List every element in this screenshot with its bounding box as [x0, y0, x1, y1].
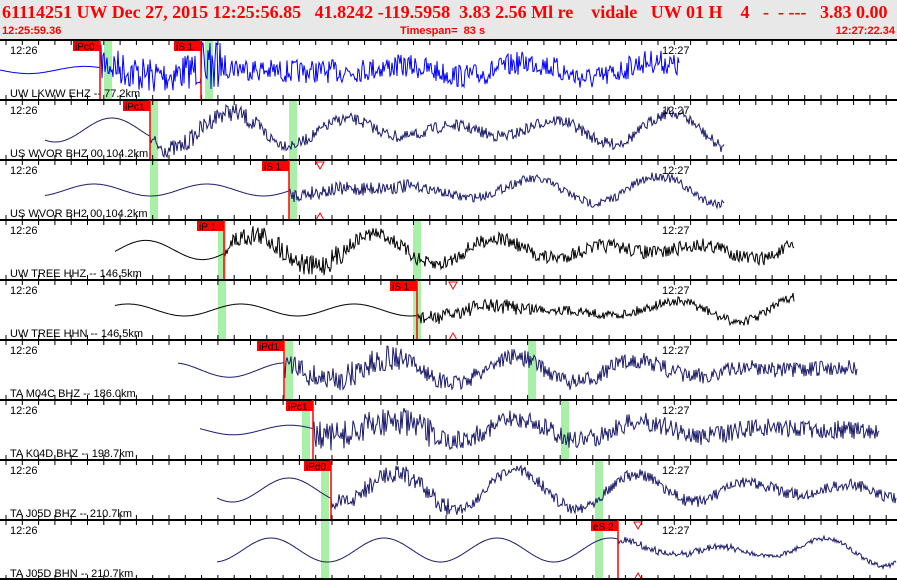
pick-label: eS 2	[593, 522, 614, 533]
waveform-trace	[0, 42, 680, 92]
pick-window	[150, 160, 158, 220]
pick-window	[289, 160, 297, 220]
channel-panel[interactable]: 12:26 12:27 US WVOR BHZ 00 104.2km iPc1	[0, 99, 897, 160]
minute-label: 12:27	[662, 285, 690, 297]
amplitude-marker-icon	[315, 211, 325, 221]
minute-label: 12:27	[662, 405, 690, 417]
minute-label: 12:27	[662, 45, 690, 57]
pick-window	[302, 400, 310, 460]
pick-label: iPd0	[306, 462, 326, 473]
minute-label: 12:27	[662, 465, 690, 477]
channel-label: UW TREE HHN -- 146.5km	[10, 328, 143, 340]
minute-label: 12:26	[10, 405, 38, 417]
waveform-trace	[114, 292, 795, 326]
event-header: 61114251 UW Dec 27, 2015 12:25:56.85 41.…	[0, 0, 897, 40]
amplitude-marker-icon	[315, 161, 325, 171]
pick-label: iPc1	[125, 102, 145, 113]
amplitude-marker-icon	[448, 281, 458, 291]
pick-label: iS 1	[392, 282, 410, 293]
minute-label: 12:27	[662, 225, 690, 237]
amplitude-marker-icon	[448, 331, 458, 341]
pick-window	[321, 520, 329, 580]
channel-panel[interactable]: 12:26 12:27 UW TREE HHZ -- 146.5km iP 1	[0, 219, 897, 280]
channel-label: US WVOR BHZ 00 104.2km	[10, 148, 148, 160]
waveform-trace	[114, 226, 795, 276]
timespan: Timespan= 83 s	[400, 25, 486, 37]
amplitude-marker-icon	[633, 521, 643, 531]
phase-pick[interactable]: iP 1	[197, 220, 225, 280]
waveform-trace	[216, 534, 897, 570]
phase-pick[interactable]: iS 1	[174, 40, 202, 100]
minute-label: 12:27	[662, 525, 690, 537]
channel-label: US WVOR BH2 00 104.2km	[10, 208, 148, 220]
pick-window	[561, 400, 569, 460]
phase-pick[interactable]: iPd1	[257, 340, 285, 400]
waveform-trace	[216, 464, 897, 516]
phase-pick[interactable]: iS 1	[262, 160, 290, 220]
channel-label: UW TREE HHZ -- 146.5km	[10, 268, 142, 280]
minute-label: 12:27	[662, 165, 690, 177]
phase-pick[interactable]: iPc1	[286, 400, 314, 460]
minute-label: 12:26	[10, 45, 38, 57]
pick-window	[528, 340, 536, 400]
channel-label: TA J05D BHZ -- 210.7km	[10, 508, 132, 520]
phase-pick[interactable]: iPd0	[304, 460, 332, 520]
channel-panel[interactable]: 12:26 12:27 TA K04D BHZ -- 198.7km iPc1	[0, 399, 897, 460]
event-summary: 61114251 UW Dec 27, 2015 12:25:56.85 41.…	[2, 2, 888, 22]
pick-label: iPc0	[75, 42, 95, 53]
waveform-trace	[44, 104, 725, 159]
pick-window	[218, 220, 226, 280]
minute-label: 12:26	[10, 105, 38, 117]
pick-window	[150, 100, 158, 160]
channel-label: UW LKWW EHZ -- 77.2km	[10, 88, 140, 100]
minute-label: 12:26	[10, 345, 38, 357]
pick-label: iPc1	[288, 402, 308, 413]
minute-label: 12:27	[662, 105, 690, 117]
pick-label: iS 1	[176, 42, 194, 53]
waveform-trace	[44, 172, 725, 210]
phase-pick[interactable]: iS 1	[390, 280, 418, 340]
channel-label: TA M04C BHZ -- 186.0km	[10, 388, 136, 400]
pick-window	[289, 100, 297, 160]
amplitude-marker-icon	[633, 571, 643, 580]
minute-label: 12:26	[10, 465, 38, 477]
channel-panel[interactable]: 12:26 12:27 UW TREE HHN -- 146.5km iS 1	[0, 279, 897, 341]
minute-label: 12:27	[662, 345, 690, 357]
pick-label: iP 1	[199, 222, 216, 233]
minute-label: 12:26	[10, 165, 38, 177]
end-time: 12:27:22.34	[835, 25, 895, 37]
phase-pick[interactable]: iPc0	[73, 40, 101, 100]
start-time: 12:25:59.36	[2, 25, 62, 37]
channel-panel[interactable]: 12:26 12:27 TA J05D BHN -- 210.7km eS 2	[0, 519, 897, 580]
waveform-trace	[177, 345, 858, 391]
minute-label: 12:26	[10, 225, 38, 237]
channel-label: TA J05D BHN -- 210.7km	[10, 568, 133, 580]
pick-window	[413, 220, 421, 280]
pick-label: iS 1	[264, 162, 282, 173]
channel-panel[interactable]: 12:26 12:27 TA J05D BHZ -- 210.7km iPd0	[0, 459, 897, 520]
minute-label: 12:26	[10, 525, 38, 537]
pick-window	[285, 340, 293, 400]
pick-window	[595, 460, 603, 520]
pick-window	[595, 520, 603, 580]
pick-window	[321, 460, 329, 520]
waveform-trace	[199, 407, 880, 451]
phase-pick[interactable]: eS 2	[591, 520, 619, 580]
pick-window	[218, 280, 226, 340]
channel-label: TA K04D BHZ -- 198.7km	[10, 448, 134, 460]
phase-pick[interactable]: iPc1	[123, 100, 151, 160]
channel-panel[interactable]: 12:26 12:27 US WVOR BH2 00 104.2km iS 1	[0, 159, 897, 221]
minute-label: 12:26	[10, 285, 38, 297]
pick-window	[205, 40, 213, 100]
channel-panel[interactable]: 12:26 12:27 UW LKWW EHZ -- 77.2km iPc0 iS 1	[0, 39, 897, 100]
channel-panel[interactable]: 12:26 12:27 TA M04C BHZ -- 186.0km iPd1	[0, 339, 897, 400]
pick-label: iPd1	[259, 342, 279, 353]
